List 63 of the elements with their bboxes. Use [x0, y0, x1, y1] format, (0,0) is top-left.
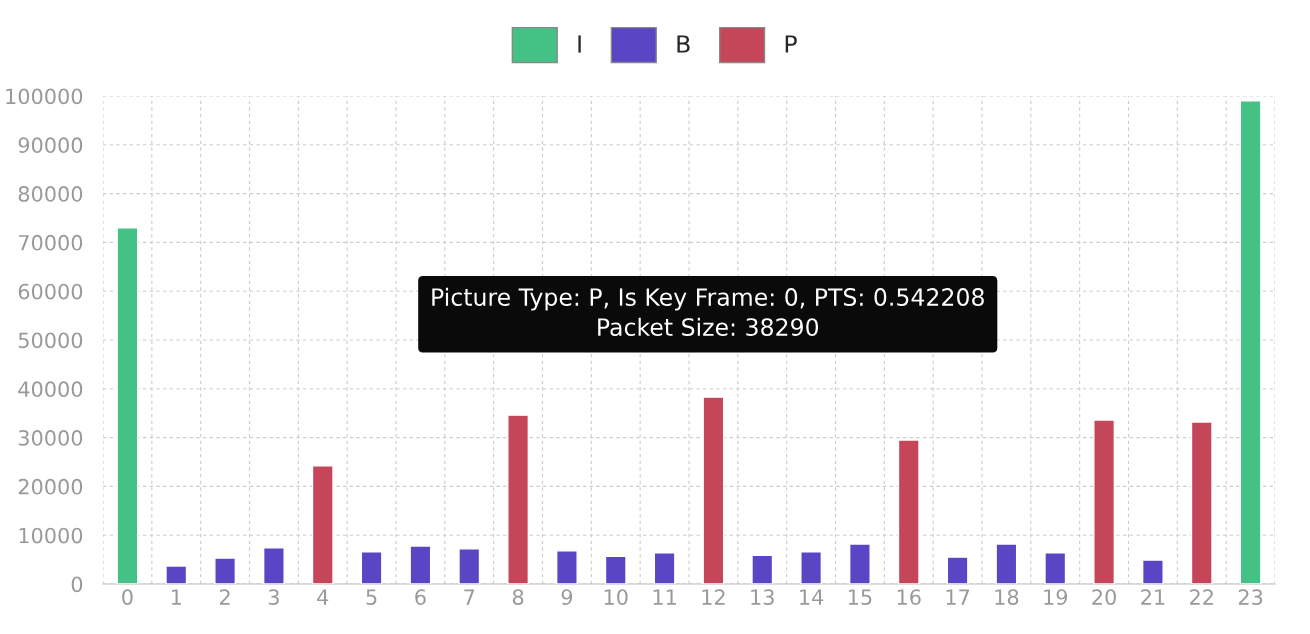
x-tick-label: 17: [946, 589, 970, 605]
x-tick-label: 13: [751, 589, 774, 605]
bar: [800, 551, 823, 584]
bar: [262, 547, 285, 584]
legend-label: B: [677, 35, 690, 53]
y-tick-label: 90000: [18, 137, 83, 154]
bar: [995, 543, 1018, 584]
legend-label: I: [578, 35, 581, 53]
bar: [1093, 419, 1116, 584]
y-tick-label: 60000: [18, 283, 83, 300]
x-tick-label: 9: [561, 589, 573, 605]
bar: [751, 554, 774, 584]
x-tick-label: 11: [653, 589, 676, 605]
y-tick-label: 30000: [18, 430, 83, 446]
bar: [897, 439, 920, 584]
y-tick-label: 50000: [18, 332, 83, 349]
x-tick-label: 2: [219, 589, 230, 605]
bar: [1239, 100, 1262, 584]
bar: [653, 552, 676, 584]
bar: [1044, 552, 1067, 584]
bar: [311, 465, 334, 584]
x-tick-label: 6: [415, 589, 426, 605]
bar: [1190, 421, 1213, 584]
bar: [946, 556, 969, 584]
y-tick-label: 70000: [18, 234, 83, 251]
bar: [702, 396, 725, 584]
bar: [458, 548, 481, 584]
x-tick-label: 8: [512, 589, 524, 605]
y-tick-label: 10000: [19, 527, 83, 544]
bar: [848, 543, 871, 584]
bar: [555, 550, 578, 584]
x-tick-label: 10: [604, 589, 628, 605]
y-tick-label: 40000: [18, 381, 83, 398]
x-tick-label: 22: [1190, 589, 1213, 605]
bar: [360, 551, 383, 584]
x-tick-label: 20: [1092, 589, 1116, 605]
bar: [165, 565, 188, 584]
y-tick-label: 0: [71, 576, 83, 593]
x-tick-label: 4: [317, 589, 329, 605]
x-tick-label: 15: [848, 589, 872, 605]
x-tick-label: 7: [464, 589, 475, 605]
x-tick-label: 21: [1141, 589, 1165, 605]
legend-label: P: [785, 35, 797, 53]
x-tick-label: 0: [122, 589, 133, 605]
bar: [604, 555, 627, 584]
x-tick-label: 1: [171, 589, 181, 605]
x-tick-label: 16: [897, 589, 921, 605]
bar: [507, 414, 530, 584]
x-tick-label: 5: [366, 589, 377, 605]
annotation: Picture Type: P, Is Key Frame: 0, PTS: 0.542208 Packet Size: 38290: [432, 287, 984, 336]
x-tick-label: 19: [1044, 589, 1068, 605]
x-tick-label: 3: [268, 589, 279, 605]
x-tick-label: 18: [995, 589, 1019, 605]
x-tick-label: 12: [702, 589, 725, 605]
bar: [116, 227, 139, 584]
bar: [409, 545, 432, 584]
x-tick-label: 23: [1238, 589, 1263, 605]
y-tick-label: 80000: [18, 186, 83, 202]
bar: [214, 557, 237, 584]
bar: [1141, 559, 1164, 584]
y-tick-label: 100000: [6, 88, 83, 105]
y-tick-label: 20000: [18, 478, 83, 495]
x-tick-label: 14: [800, 589, 824, 605]
